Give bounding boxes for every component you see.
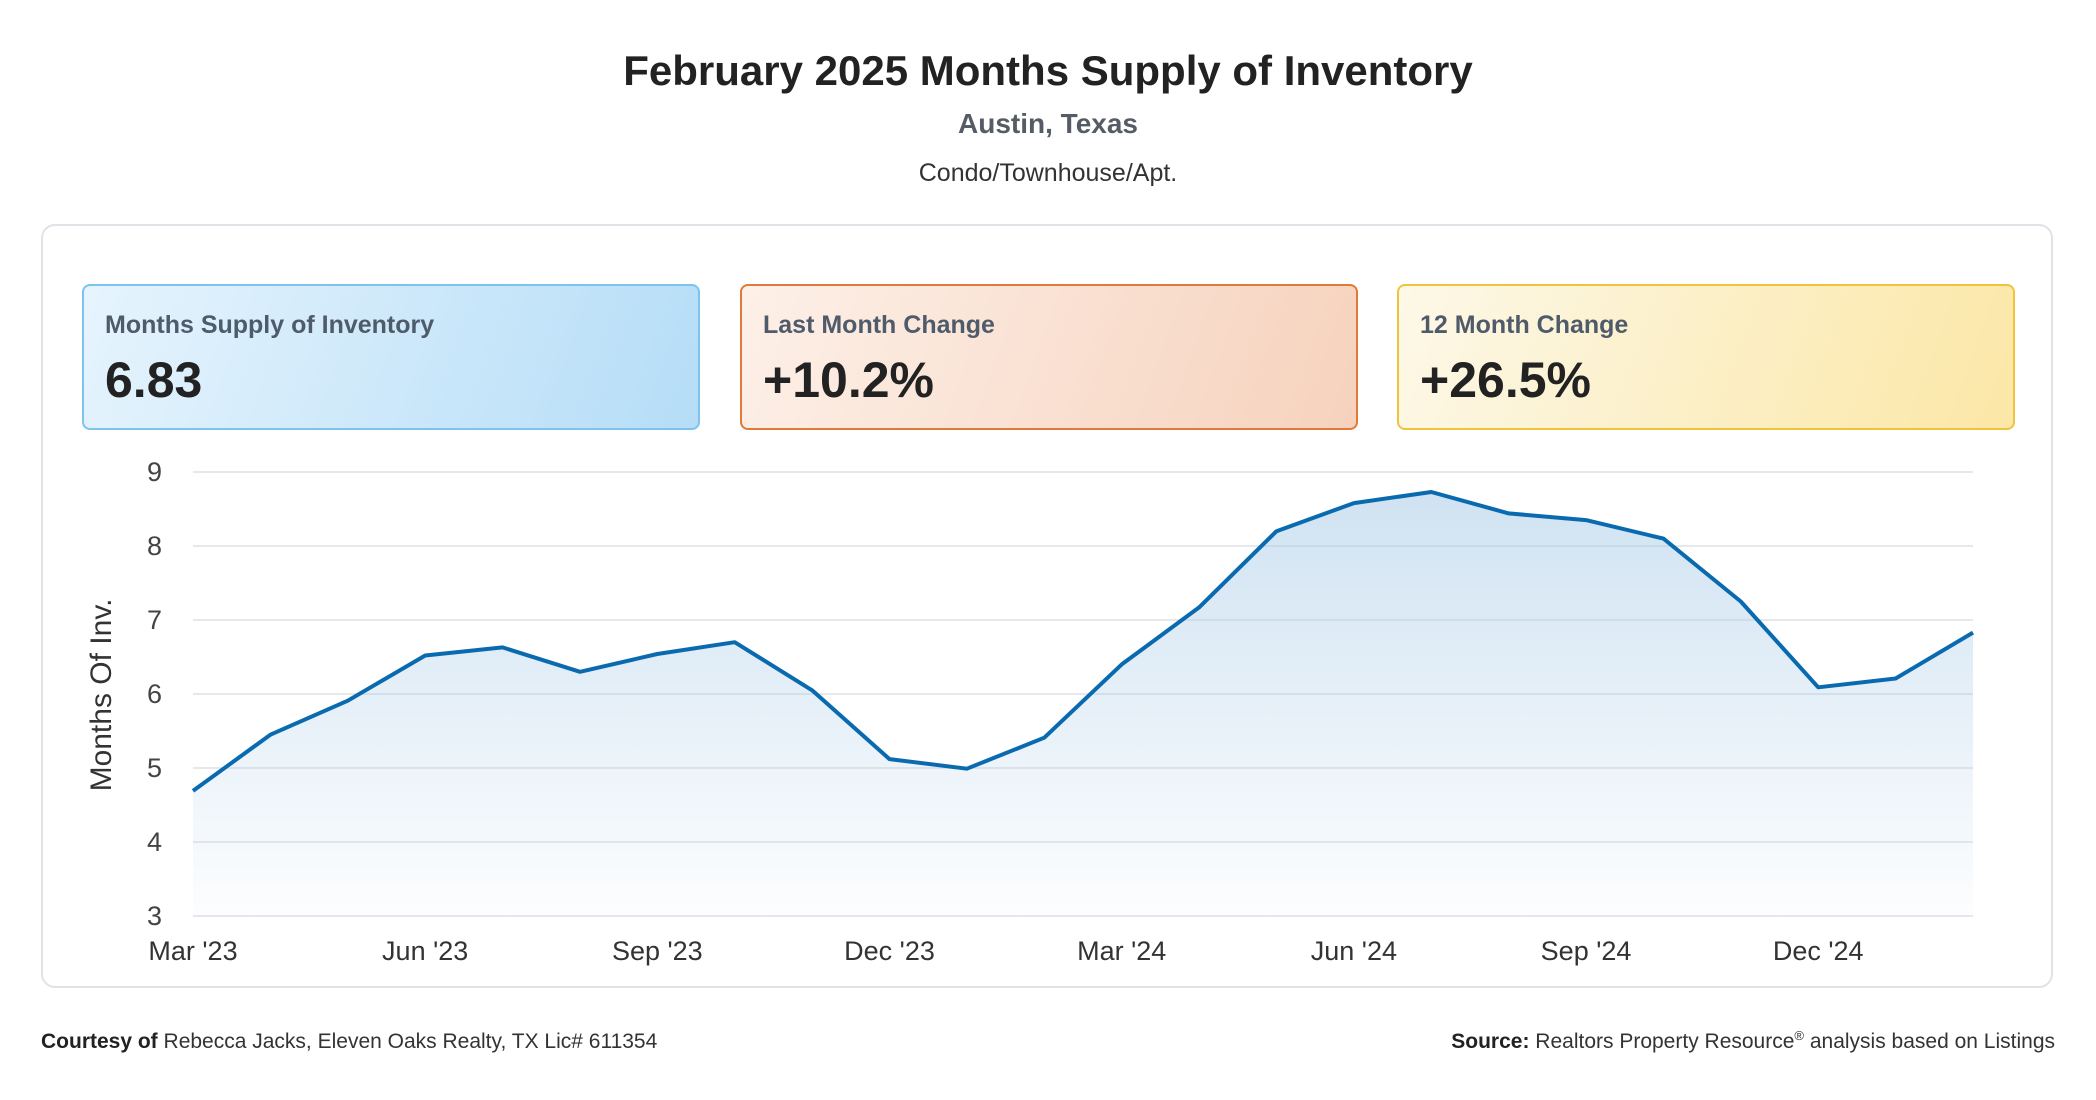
twelve-month-change-value: +26.5% bbox=[1420, 352, 1591, 408]
source-text: Realtors Property Resource bbox=[1535, 1030, 1795, 1053]
data-point bbox=[1815, 684, 1821, 690]
data-point bbox=[1119, 661, 1125, 667]
courtesy-label: Courtesy of bbox=[41, 1030, 158, 1053]
x-tick-label: Mar '23 bbox=[148, 936, 237, 966]
chart-property-type: Condo/Townhouse/Apt. bbox=[918, 159, 1178, 187]
y-tick-label: 6 bbox=[147, 679, 162, 709]
data-point bbox=[345, 698, 351, 704]
y-tick-label: 5 bbox=[147, 753, 162, 783]
y-axis-label: Months Of Inv. bbox=[85, 599, 118, 792]
data-point bbox=[654, 651, 660, 657]
courtesy-text: Rebecca Jacks, Eleven Oaks Realty, TX Li… bbox=[163, 1030, 658, 1053]
data-point bbox=[1351, 500, 1357, 506]
data-point bbox=[809, 687, 815, 693]
months-supply-value: 6.83 bbox=[105, 352, 203, 408]
x-tick-label: Dec '24 bbox=[1773, 936, 1864, 966]
last-month-change-card: Last Month Change +10.2% bbox=[740, 284, 1358, 430]
y-tick-label: 7 bbox=[147, 605, 162, 635]
data-point bbox=[422, 653, 428, 659]
data-point bbox=[1660, 536, 1666, 542]
data-point bbox=[1506, 510, 1512, 516]
x-tick-label: Mar '24 bbox=[1077, 936, 1166, 966]
x-tick-label: Sep '24 bbox=[1541, 936, 1632, 966]
data-point bbox=[964, 766, 970, 772]
data-point bbox=[732, 639, 738, 645]
last-month-change-value: +10.2% bbox=[763, 352, 934, 408]
source-label: Source: bbox=[1451, 1030, 1530, 1053]
x-tick-label: Dec '23 bbox=[844, 936, 935, 966]
y-tick-label: 8 bbox=[147, 531, 162, 561]
data-point bbox=[1893, 675, 1899, 681]
data-point bbox=[1583, 517, 1589, 523]
months-supply-card: Months Supply of Inventory 6.83 bbox=[82, 284, 700, 430]
footer-source: Source: Realtors Property Resource® anal… bbox=[1451, 1028, 2055, 1056]
data-point bbox=[1970, 630, 1976, 636]
x-tick-label: Sep '23 bbox=[612, 936, 703, 966]
y-tick-label: 4 bbox=[147, 827, 162, 857]
months-supply-label: Months Supply of Inventory bbox=[105, 311, 435, 339]
last-month-change-label: Last Month Change bbox=[763, 311, 995, 339]
x-tick-label: Jun '23 bbox=[382, 936, 468, 966]
chart-location: Austin, Texas bbox=[958, 108, 1138, 139]
data-point bbox=[1196, 604, 1202, 610]
data-point bbox=[500, 644, 506, 650]
chart-title: February 2025 Months Supply of Inventory bbox=[623, 47, 1473, 94]
source-suffix: analysis based on Listings bbox=[1809, 1030, 2055, 1053]
data-point bbox=[1041, 735, 1047, 741]
data-point bbox=[1738, 599, 1744, 605]
twelve-month-change-card: 12 Month Change +26.5% bbox=[1397, 284, 2015, 430]
line-chart: 3 4 5 6 7 8 9 Mar '23 Jun '23 Sep '23 Dec '23 Mar … bbox=[85, 457, 1976, 966]
x-tick-label: Jun '24 bbox=[1311, 936, 1397, 966]
data-point bbox=[190, 788, 196, 794]
data-point bbox=[887, 756, 893, 762]
footer-courtesy: Courtesy of Rebecca Jacks, Eleven Oaks R… bbox=[41, 1028, 657, 1056]
data-point bbox=[577, 669, 583, 675]
data-point bbox=[1273, 528, 1279, 534]
data-point bbox=[1428, 489, 1434, 495]
twelve-month-change-label: 12 Month Change bbox=[1420, 311, 1629, 339]
series-area-fill bbox=[193, 492, 1973, 916]
registered-mark: ® bbox=[1794, 1028, 1804, 1043]
series-line bbox=[191, 490, 1975, 793]
y-tick-label: 3 bbox=[147, 901, 162, 931]
data-point bbox=[267, 732, 273, 738]
y-tick-label: 9 bbox=[147, 457, 162, 487]
